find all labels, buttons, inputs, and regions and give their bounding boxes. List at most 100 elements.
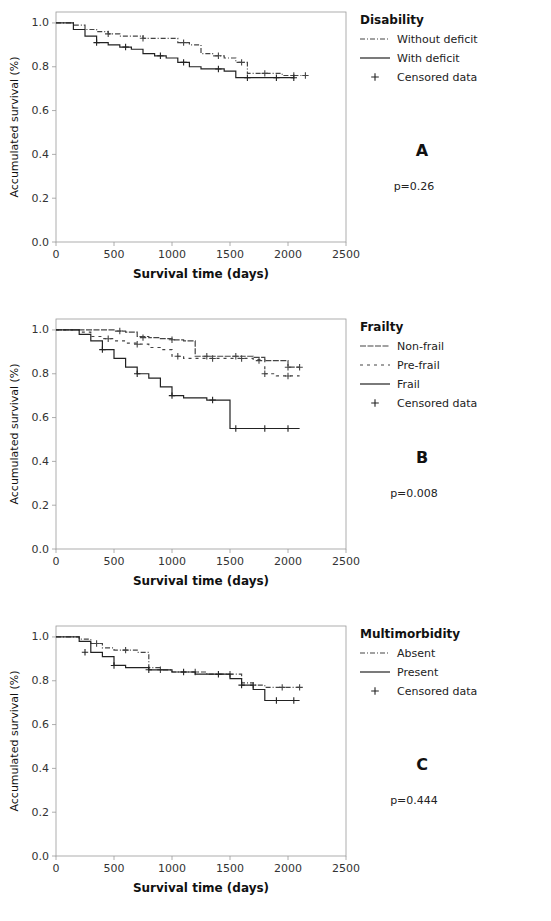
censored-mark xyxy=(169,337,175,343)
legend-swatch xyxy=(371,399,379,407)
legend-label: Non-frail xyxy=(397,340,444,353)
x-tick-label: 1000 xyxy=(158,248,186,261)
y-tick-label: 0.0 xyxy=(32,850,50,863)
legend-swatch xyxy=(360,57,390,58)
panel-label: A xyxy=(416,141,429,160)
x-tick-label: 500 xyxy=(104,555,125,568)
y-tick xyxy=(52,66,56,67)
y-tick xyxy=(52,549,56,550)
plot-frame xyxy=(56,12,346,242)
x-tick-label: 2000 xyxy=(274,862,302,875)
censored-mark xyxy=(111,662,117,668)
x-tick-label: 2500 xyxy=(332,862,360,875)
x-tick-label: 2000 xyxy=(274,555,302,568)
censored-mark xyxy=(273,75,279,81)
y-tick-label: 0.6 xyxy=(32,718,50,731)
censored-mark xyxy=(215,66,221,72)
y-tick xyxy=(52,242,56,243)
y-axis-label: Accumulated survival (%) xyxy=(8,670,21,811)
x-tick xyxy=(346,549,347,553)
panel: 0.00.20.40.60.81.005001000150020002500Su… xyxy=(8,12,479,281)
legend-label: Absent xyxy=(397,647,436,660)
survival-curve xyxy=(56,330,300,429)
x-tick xyxy=(114,242,115,246)
survival-curve xyxy=(56,637,300,701)
y-tick-label: 0.4 xyxy=(32,762,50,775)
censored-mark xyxy=(285,364,291,370)
y-tick-label: 0.8 xyxy=(32,674,50,687)
y-tick-label: 0.6 xyxy=(32,104,50,117)
x-tick-label: 1500 xyxy=(216,862,244,875)
censored-mark xyxy=(215,671,221,677)
y-tick xyxy=(52,417,56,418)
censored-mark xyxy=(233,425,239,431)
legend-title: Disability xyxy=(360,13,424,27)
y-tick xyxy=(52,724,56,725)
survival-curve xyxy=(56,637,300,687)
x-tick xyxy=(172,856,173,860)
y-tick xyxy=(52,768,56,769)
x-tick-label: 0 xyxy=(53,862,60,875)
censored-mark xyxy=(157,53,163,59)
x-axis-label: Survival time (days) xyxy=(133,574,269,588)
censored-mark xyxy=(93,640,99,646)
x-tick-label: 500 xyxy=(104,862,125,875)
x-tick xyxy=(288,242,289,246)
censored-mark xyxy=(122,647,128,653)
x-tick xyxy=(288,856,289,860)
y-tick xyxy=(52,110,56,111)
censored-mark xyxy=(256,357,262,363)
chart-root: 0.0 0.2 0.4 0.6 0.8 1.0 0 500 1000 1500 2000 2500 Su… xyxy=(0,0,551,921)
y-tick-label: 1.0 xyxy=(32,630,50,643)
y-tick xyxy=(52,329,56,330)
x-tick-label: 2000 xyxy=(274,248,302,261)
censored-mark xyxy=(209,397,215,403)
y-tick-label: 0.8 xyxy=(32,367,50,380)
y-tick xyxy=(52,154,56,155)
legend-swatch xyxy=(360,383,390,384)
y-axis-label: Accumulated survival (%) xyxy=(8,56,21,197)
x-tick xyxy=(230,242,231,246)
x-tick-label: 0 xyxy=(53,248,60,261)
y-tick-label: 0.0 xyxy=(32,543,50,556)
x-tick xyxy=(114,856,115,860)
censored-mark xyxy=(105,31,111,37)
censored-mark xyxy=(262,371,268,377)
x-tick xyxy=(172,242,173,246)
legend: MultimorbidityAbsentPresentCensored data xyxy=(360,627,477,698)
plot-area xyxy=(56,328,303,432)
x-tick-label: 2500 xyxy=(332,555,360,568)
censored-mark xyxy=(169,392,175,398)
y-tick xyxy=(52,22,56,23)
censored-mark xyxy=(215,53,221,59)
p-value: p=0.444 xyxy=(390,794,438,807)
censored-mark xyxy=(285,373,291,379)
y-tick-label: 0.8 xyxy=(32,60,50,73)
x-axis-label: Survival time (days) xyxy=(133,267,269,281)
censored-mark xyxy=(146,667,152,673)
censored-mark xyxy=(238,59,244,65)
legend-swatch xyxy=(360,345,390,346)
x-tick xyxy=(230,856,231,860)
y-tick xyxy=(52,812,56,813)
legend-swatch xyxy=(360,671,390,672)
legend-swatch xyxy=(371,687,379,695)
y-tick-label: 1.0 xyxy=(32,16,50,29)
censored-mark xyxy=(279,684,285,690)
censored-mark xyxy=(134,371,140,377)
censored-mark xyxy=(262,425,268,431)
y-tick-label: 0.2 xyxy=(32,806,50,819)
legend-swatch xyxy=(360,364,390,365)
legend-label: Censored data xyxy=(397,71,477,84)
censored-mark xyxy=(180,669,186,675)
y-tick xyxy=(52,198,56,199)
censored-mark xyxy=(99,346,105,352)
censored-mark xyxy=(244,75,250,81)
p-value: p=0.26 xyxy=(394,180,435,193)
y-tick-label: 0.6 xyxy=(32,411,50,424)
legend-label: Frail xyxy=(397,378,420,391)
y-tick xyxy=(52,505,56,506)
survival-curve xyxy=(56,23,294,78)
censored-mark xyxy=(140,35,146,41)
panel: 0.00.20.40.60.81.005001000150020002500Su… xyxy=(8,626,478,895)
